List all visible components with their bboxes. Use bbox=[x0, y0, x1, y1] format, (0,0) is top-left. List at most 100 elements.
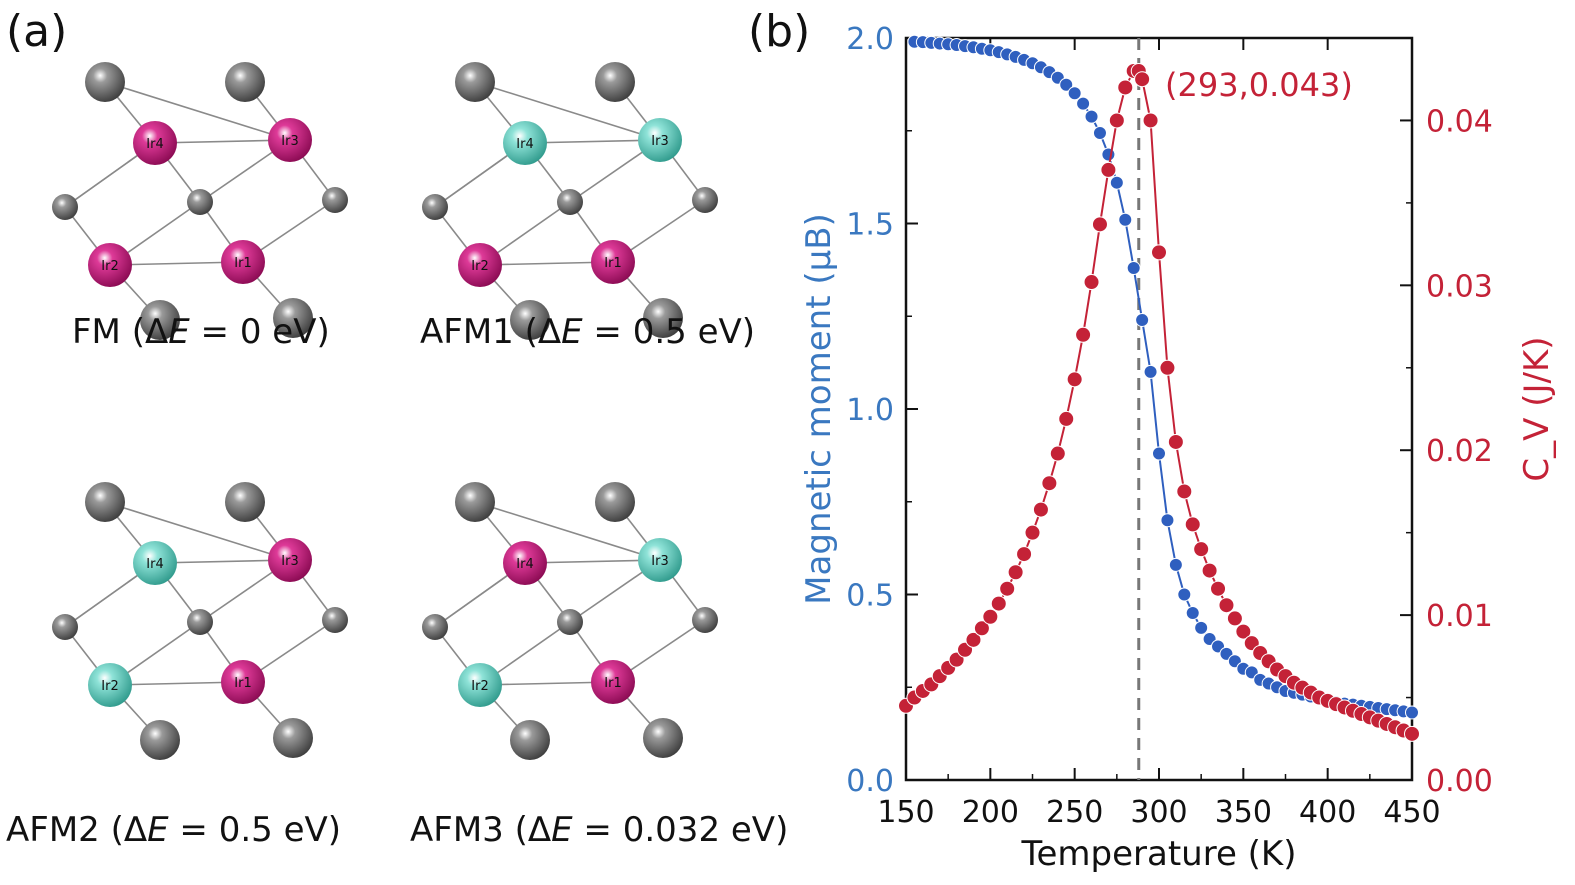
moment-point bbox=[1152, 446, 1166, 461]
cv-point bbox=[1176, 483, 1193, 500]
cv-point bbox=[1336, 699, 1353, 716]
moment-point bbox=[1286, 685, 1301, 700]
cv-point bbox=[1117, 79, 1134, 96]
moment-point bbox=[1312, 691, 1327, 706]
caption-afm1: AFM1 (ΔE = 0.5 eV) bbox=[420, 312, 756, 352]
cv-point bbox=[973, 620, 990, 637]
ligand-atom bbox=[595, 482, 635, 522]
ligand-atom bbox=[52, 194, 78, 220]
ir-label-4: Ir4 bbox=[146, 137, 163, 152]
moment-point bbox=[1143, 364, 1158, 379]
moment-point bbox=[991, 45, 1006, 60]
cv-point bbox=[1167, 433, 1184, 450]
ligand-atom bbox=[273, 718, 313, 758]
y-left-tick-label: 2.0 bbox=[846, 22, 894, 57]
bond bbox=[524, 139, 661, 144]
ir-label-2: Ir2 bbox=[471, 679, 488, 694]
moment-point bbox=[1160, 513, 1175, 528]
structure-fm: Ir1 Ir2 Ir3 Ir4 bbox=[52, 62, 348, 340]
ligand-atom bbox=[643, 298, 683, 338]
cv-point bbox=[1130, 62, 1147, 79]
cv-point bbox=[1142, 112, 1159, 129]
moment-point bbox=[1042, 65, 1057, 80]
moment-point bbox=[949, 38, 964, 53]
ir-atom-1-up bbox=[591, 660, 635, 704]
cv-point bbox=[1319, 692, 1336, 709]
ligand-atom bbox=[692, 607, 718, 633]
moment-point bbox=[1118, 212, 1133, 227]
cv-point bbox=[990, 595, 1007, 612]
moment-point bbox=[1388, 703, 1403, 718]
moment-point bbox=[1185, 606, 1200, 621]
x-tick-label: 200 bbox=[962, 795, 1019, 830]
moment-point bbox=[1253, 672, 1268, 687]
x-tick-label: 350 bbox=[1215, 795, 1272, 830]
ligand-atom bbox=[140, 300, 180, 340]
moment-point bbox=[1236, 661, 1251, 676]
moment-point bbox=[1076, 96, 1091, 111]
moment-line bbox=[914, 40, 1413, 714]
cv-point bbox=[999, 580, 1016, 597]
moment-point bbox=[1017, 52, 1032, 67]
moment-point bbox=[1303, 689, 1318, 704]
moment-point bbox=[1337, 696, 1352, 711]
y-right-axis-title: C_V (J/K) bbox=[1517, 336, 1557, 481]
moment-point bbox=[1227, 654, 1242, 669]
cv-point bbox=[1193, 541, 1210, 558]
cv-point bbox=[1404, 725, 1420, 742]
moment-point bbox=[974, 41, 989, 56]
cv-point bbox=[1184, 516, 1201, 533]
cv-point bbox=[914, 682, 931, 699]
cv-point bbox=[1049, 445, 1066, 462]
cv-point bbox=[1235, 623, 1252, 640]
ir-atom-2-up bbox=[88, 243, 132, 287]
moment-point bbox=[1084, 109, 1099, 124]
ligand-atom bbox=[187, 189, 213, 215]
ligand-atom bbox=[595, 62, 635, 102]
cv-point bbox=[1083, 274, 1100, 291]
moment-point bbox=[941, 37, 956, 52]
ir-atom-2-up bbox=[458, 243, 502, 287]
moment-point bbox=[1320, 693, 1335, 708]
cv-point bbox=[1395, 722, 1412, 739]
cv-point bbox=[1210, 580, 1227, 597]
ligand-atom bbox=[85, 482, 125, 522]
structure-afm2: Ir1 Ir2 Ir3 Ir4 bbox=[52, 482, 348, 760]
caption-afm2-name: AFM2 bbox=[6, 810, 100, 850]
cv-point bbox=[1226, 610, 1243, 627]
bond bbox=[154, 139, 291, 144]
cv-point bbox=[1100, 161, 1117, 178]
ir-atom-3-down bbox=[638, 118, 682, 162]
ir-atom-1-up bbox=[221, 660, 265, 704]
cv-point bbox=[1302, 684, 1319, 701]
caption-afm3-name: AFM3 bbox=[410, 810, 504, 850]
ligand-atom bbox=[225, 62, 265, 102]
moment-point bbox=[1202, 632, 1217, 647]
cv-point bbox=[1032, 501, 1049, 518]
moment-point bbox=[1000, 47, 1015, 62]
moment-point bbox=[907, 34, 922, 49]
moment-point bbox=[1345, 697, 1360, 712]
moment-point bbox=[1177, 587, 1192, 602]
cv-point bbox=[1243, 635, 1260, 652]
x-tick-label: 150 bbox=[877, 795, 934, 830]
cv-point bbox=[965, 631, 982, 648]
moment-point bbox=[1295, 687, 1310, 702]
ir-label-1: Ir1 bbox=[234, 256, 251, 271]
cv-point bbox=[1260, 653, 1277, 670]
cv-point bbox=[1066, 371, 1083, 388]
moment-point bbox=[1270, 680, 1285, 695]
moment-point bbox=[1211, 639, 1226, 654]
cv-point bbox=[1328, 696, 1345, 713]
y-right-tick-label: 0.03 bbox=[1426, 269, 1493, 304]
ir-atom-3-up bbox=[268, 538, 312, 582]
moment-point bbox=[924, 35, 939, 50]
cv-point bbox=[1108, 112, 1125, 129]
bond bbox=[104, 81, 291, 141]
cv-point bbox=[1041, 475, 1058, 492]
ir-atom-2-down bbox=[88, 663, 132, 707]
moment-point bbox=[1033, 60, 1048, 75]
ligand-atom bbox=[422, 194, 448, 220]
ligand-atom bbox=[52, 614, 78, 640]
cv-point bbox=[1285, 674, 1302, 691]
